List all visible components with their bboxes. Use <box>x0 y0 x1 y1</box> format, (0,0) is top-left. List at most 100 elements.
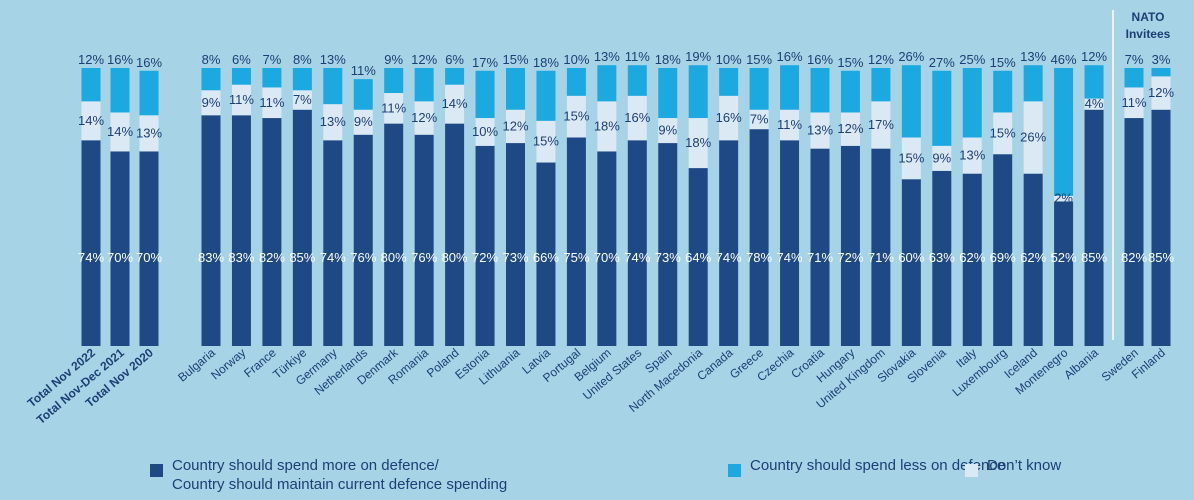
data-label-less: 12% <box>868 52 894 67</box>
bar-segment-less <box>262 68 282 88</box>
data-label-spend: 78% <box>746 250 772 265</box>
data-label-dont-know: 11% <box>259 95 284 110</box>
bar-segment-less <box>1084 65 1104 99</box>
bar-segment-dont-know <box>780 109 800 141</box>
data-label-spend: 76% <box>411 250 437 265</box>
bar-segment-spend <box>962 173 982 346</box>
bar-segment-less <box>231 68 251 85</box>
data-label-spend: 74% <box>320 250 346 265</box>
data-label-spend: 70% <box>136 250 162 265</box>
category-label: Bulgaria <box>175 345 218 384</box>
bar-segment-dont-know <box>231 84 251 116</box>
bar-segment-less <box>110 68 130 113</box>
data-label-dont-know: 16% <box>624 110 650 125</box>
data-label-less: 18% <box>655 52 681 67</box>
data-label-less: 18% <box>533 55 559 70</box>
bar-segment-less <box>840 70 860 113</box>
bar-segment-less <box>901 65 921 138</box>
data-label-dont-know: 14% <box>78 113 104 128</box>
data-label-dont-know: 15% <box>990 125 1016 140</box>
bar-segment-spend <box>384 123 404 346</box>
legend-item-less: Country should spend less on defence <box>728 456 1005 477</box>
bar-segment-less <box>780 65 800 110</box>
data-label-dont-know: 26% <box>1020 130 1046 145</box>
bar-segment-dont-know <box>810 112 830 149</box>
bar-segment-dont-know <box>139 115 159 152</box>
bar-segment-spend <box>840 145 860 346</box>
data-label-dont-know: 11% <box>381 100 406 115</box>
bar-segment-dont-know <box>871 101 891 149</box>
bar-segment-less <box>627 65 647 96</box>
data-label-less: 19% <box>685 49 711 64</box>
bar-segment-dont-know <box>962 137 982 174</box>
data-label-dont-know: 18% <box>685 135 711 150</box>
data-label-less: 13% <box>594 49 620 64</box>
bar-segment-dont-know <box>323 104 343 141</box>
category-label: Luxembourg <box>950 346 1010 400</box>
bar-segment-less <box>536 70 556 121</box>
data-label-less: 27% <box>929 55 955 70</box>
bar-segment-spend <box>445 123 465 346</box>
data-label-less: 17% <box>472 55 498 70</box>
bar-segment-dont-know <box>627 95 647 141</box>
data-label-less: 13% <box>320 52 346 67</box>
data-label-spend: 73% <box>502 250 528 265</box>
data-label-less: 10% <box>716 52 742 67</box>
data-label-spend: 72% <box>837 250 863 265</box>
data-label-dont-know: 18% <box>594 118 620 133</box>
legend-swatch-less <box>728 464 741 477</box>
data-label-spend: 76% <box>350 250 376 265</box>
data-label-spend: 85% <box>1081 250 1107 265</box>
data-label-less: 12% <box>1081 49 1107 64</box>
bar-segment-dont-know <box>993 112 1013 155</box>
bar-segment-dont-know <box>475 118 495 146</box>
data-label-dont-know: 16% <box>716 110 742 125</box>
data-label-spend: 74% <box>78 250 104 265</box>
category-label: Norway <box>208 346 248 383</box>
labels-layer: 74% 14% 12% 70% 14% 16% 70% 13% 16% 83% 9% 8% 83% 11%… <box>78 49 1174 265</box>
legend-label-spend-line2: Country should maintain current defence … <box>172 476 508 493</box>
data-label-less: 15% <box>837 55 863 70</box>
bar-segment-spend <box>81 140 101 346</box>
data-label-less: 26% <box>898 49 924 64</box>
bar-segment-less <box>566 68 586 96</box>
data-label-spend: 70% <box>594 250 620 265</box>
bar-segment-less <box>749 68 769 110</box>
data-label-spend: 83% <box>228 250 254 265</box>
bar-segment-less <box>597 65 617 102</box>
group-title-line1: NATO <box>1132 10 1165 24</box>
bar-segment-spend <box>506 143 525 346</box>
data-label-dont-know: 12% <box>1148 85 1174 100</box>
bar-segment-spend <box>292 109 312 346</box>
data-label-less: 11% <box>351 63 376 78</box>
bar-segment-dont-know <box>749 109 769 130</box>
legend-swatch-spend <box>150 464 163 477</box>
data-label-spend: 63% <box>929 250 955 265</box>
bar-segment-less <box>932 70 952 146</box>
data-label-dont-know: 4% <box>1085 96 1104 111</box>
bar-segment-less <box>962 68 982 138</box>
bar-segment-spend <box>475 145 495 346</box>
data-label-less: 15% <box>502 52 528 67</box>
bar-segment-dont-know <box>932 145 952 171</box>
group-title-line2: Invitees <box>1126 27 1171 41</box>
bar-segment-dont-know <box>536 120 556 163</box>
data-label-less: 12% <box>411 52 437 67</box>
bar-segment-spend <box>139 151 159 346</box>
data-label-spend: 62% <box>1020 250 1046 265</box>
data-label-dont-know: 9% <box>202 95 221 110</box>
bar-segment-spend <box>932 170 952 346</box>
bar-segment-spend <box>110 151 130 346</box>
bar-segment-dont-know <box>292 90 312 110</box>
data-label-less: 16% <box>136 55 162 70</box>
bar-segment-less <box>1151 68 1171 77</box>
data-label-spend: 80% <box>442 250 468 265</box>
data-label-spend: 75% <box>563 250 589 265</box>
data-label-spend: 70% <box>107 250 133 265</box>
bar-segment-dont-know <box>658 118 678 144</box>
data-label-spend: 60% <box>898 250 924 265</box>
legend-label-dk: Don’t know <box>987 457 1062 474</box>
bar-segment-less <box>1023 65 1043 102</box>
data-label-spend: 74% <box>777 250 803 265</box>
bar-segment-dont-know <box>1054 195 1074 202</box>
